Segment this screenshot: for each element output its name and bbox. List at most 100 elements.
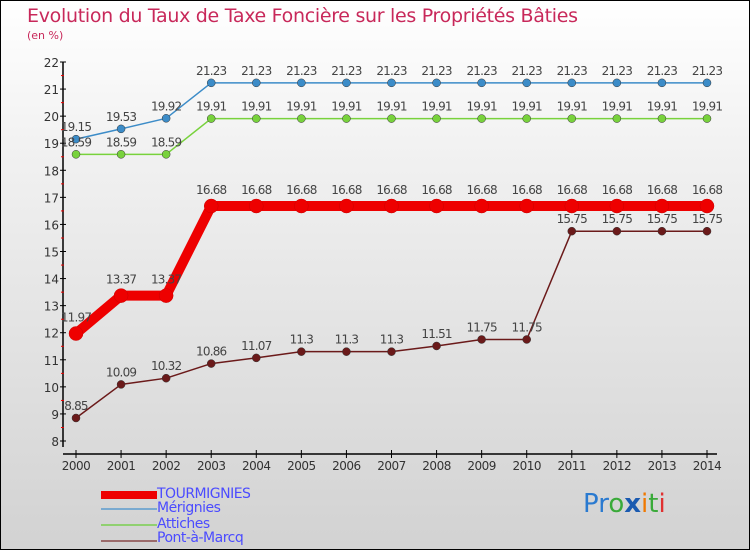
data-point [297,114,306,123]
data-label: 19.91 [421,100,452,114]
data-label: 16.68 [286,183,317,197]
data-label: 16.68 [557,183,588,197]
data-point [519,198,534,214]
data-label: 19.91 [286,100,317,114]
data-point [116,124,126,134]
data-label: 13.37 [151,273,182,287]
data-point [206,359,216,368]
x-tick-label: 2006 [332,459,361,473]
x-tick-label: 2002 [152,459,181,473]
x-tick-label: 2003 [197,459,226,473]
x-tick-label: 2010 [512,459,541,473]
data-point [342,347,351,356]
data-label: 18.59 [106,135,137,149]
data-label: 10.09 [106,365,137,379]
data-label: 11.97 [61,311,92,325]
data-point [477,114,486,123]
data-label: 15.75 [602,212,633,226]
data-point [474,198,489,214]
data-label: 19.15 [61,120,92,134]
data-label: 21.23 [557,64,588,78]
data-point [387,78,396,88]
data-point [567,226,577,236]
x-tick-label: 2000 [62,459,91,473]
data-label: 19.91 [512,100,543,114]
data-point [252,114,261,123]
data-label: 21.23 [466,64,497,78]
legend-swatch-pont-a-marcq [101,540,157,542]
data-label: 16.68 [512,183,543,197]
data-point [71,134,81,144]
legend-label: Mérignies [157,500,221,516]
data-label: 19.91 [557,100,588,114]
y-tick-label: 15 [44,246,59,260]
data-label: 19.91 [241,100,272,114]
data-point [567,78,577,88]
data-point [206,114,216,123]
data-label: 10.32 [151,359,182,373]
data-label: 21.23 [331,64,362,78]
data-point [567,114,577,123]
data-label: 18.59 [151,135,182,149]
data-label: 8.85 [64,399,88,413]
data-point [609,198,625,214]
data-label: 16.68 [376,183,407,197]
data-label: 21.23 [692,64,723,78]
y-tick-label: 11 [44,354,59,368]
data-point [342,78,351,88]
data-label: 19.91 [331,100,362,114]
data-point [161,150,171,159]
data-point [71,150,81,159]
y-tick-label: 13 [44,300,59,314]
data-label: 19.53 [106,110,137,124]
series-line-pont-à-marcq [75,230,707,419]
y-tick-label: 18 [44,164,59,178]
data-point [699,198,715,214]
data-label: 19.91 [647,100,678,114]
data-point [297,347,306,356]
data-point [161,114,171,123]
data-label: 21.23 [421,64,452,78]
data-label: 11.3 [290,333,314,347]
data-point [342,114,351,123]
data-label: 19.91 [376,100,407,114]
chart-title: Evolution du Taux de Taxe Foncière sur l… [27,5,578,27]
data-label: 15.75 [692,212,723,226]
x-tick-label: 2007 [377,459,406,473]
y-tick-label: 16 [44,218,59,232]
legend-label: Attiches [157,516,210,532]
data-label: 16.68 [692,183,723,197]
x-tick-label: 2001 [107,459,136,473]
data-label: 21.23 [376,64,407,78]
data-point [477,78,486,88]
data-point [702,78,712,88]
data-point [249,198,264,214]
data-label: 19.91 [692,100,723,114]
legend-label: Pont-à-Marcq [157,530,244,546]
data-point [522,78,531,88]
data-point [522,335,531,344]
data-point [113,288,129,303]
data-point [432,114,441,123]
data-label: 16.68 [466,183,497,197]
y-tick-label: 8 [51,435,59,449]
legend-label: TOURMIGNIES [157,486,251,502]
data-point [432,341,441,351]
data-label: 15.75 [557,212,588,226]
data-point [116,380,126,389]
y-tick-label: 17 [44,191,59,205]
y-tick-label: 14 [44,273,59,287]
y-tick-label: 12 [44,327,59,341]
data-label: 11.3 [335,333,359,347]
data-point [387,347,396,356]
legend-swatch-merignies [101,508,157,510]
y-tick-label: 10 [44,381,59,395]
x-tick-label: 2012 [603,459,632,473]
data-point [522,114,531,123]
data-point [339,198,354,214]
data-point [657,226,667,236]
data-label: 11.3 [380,333,404,347]
data-label: 11.75 [466,320,497,334]
data-label: 21.23 [647,64,678,78]
